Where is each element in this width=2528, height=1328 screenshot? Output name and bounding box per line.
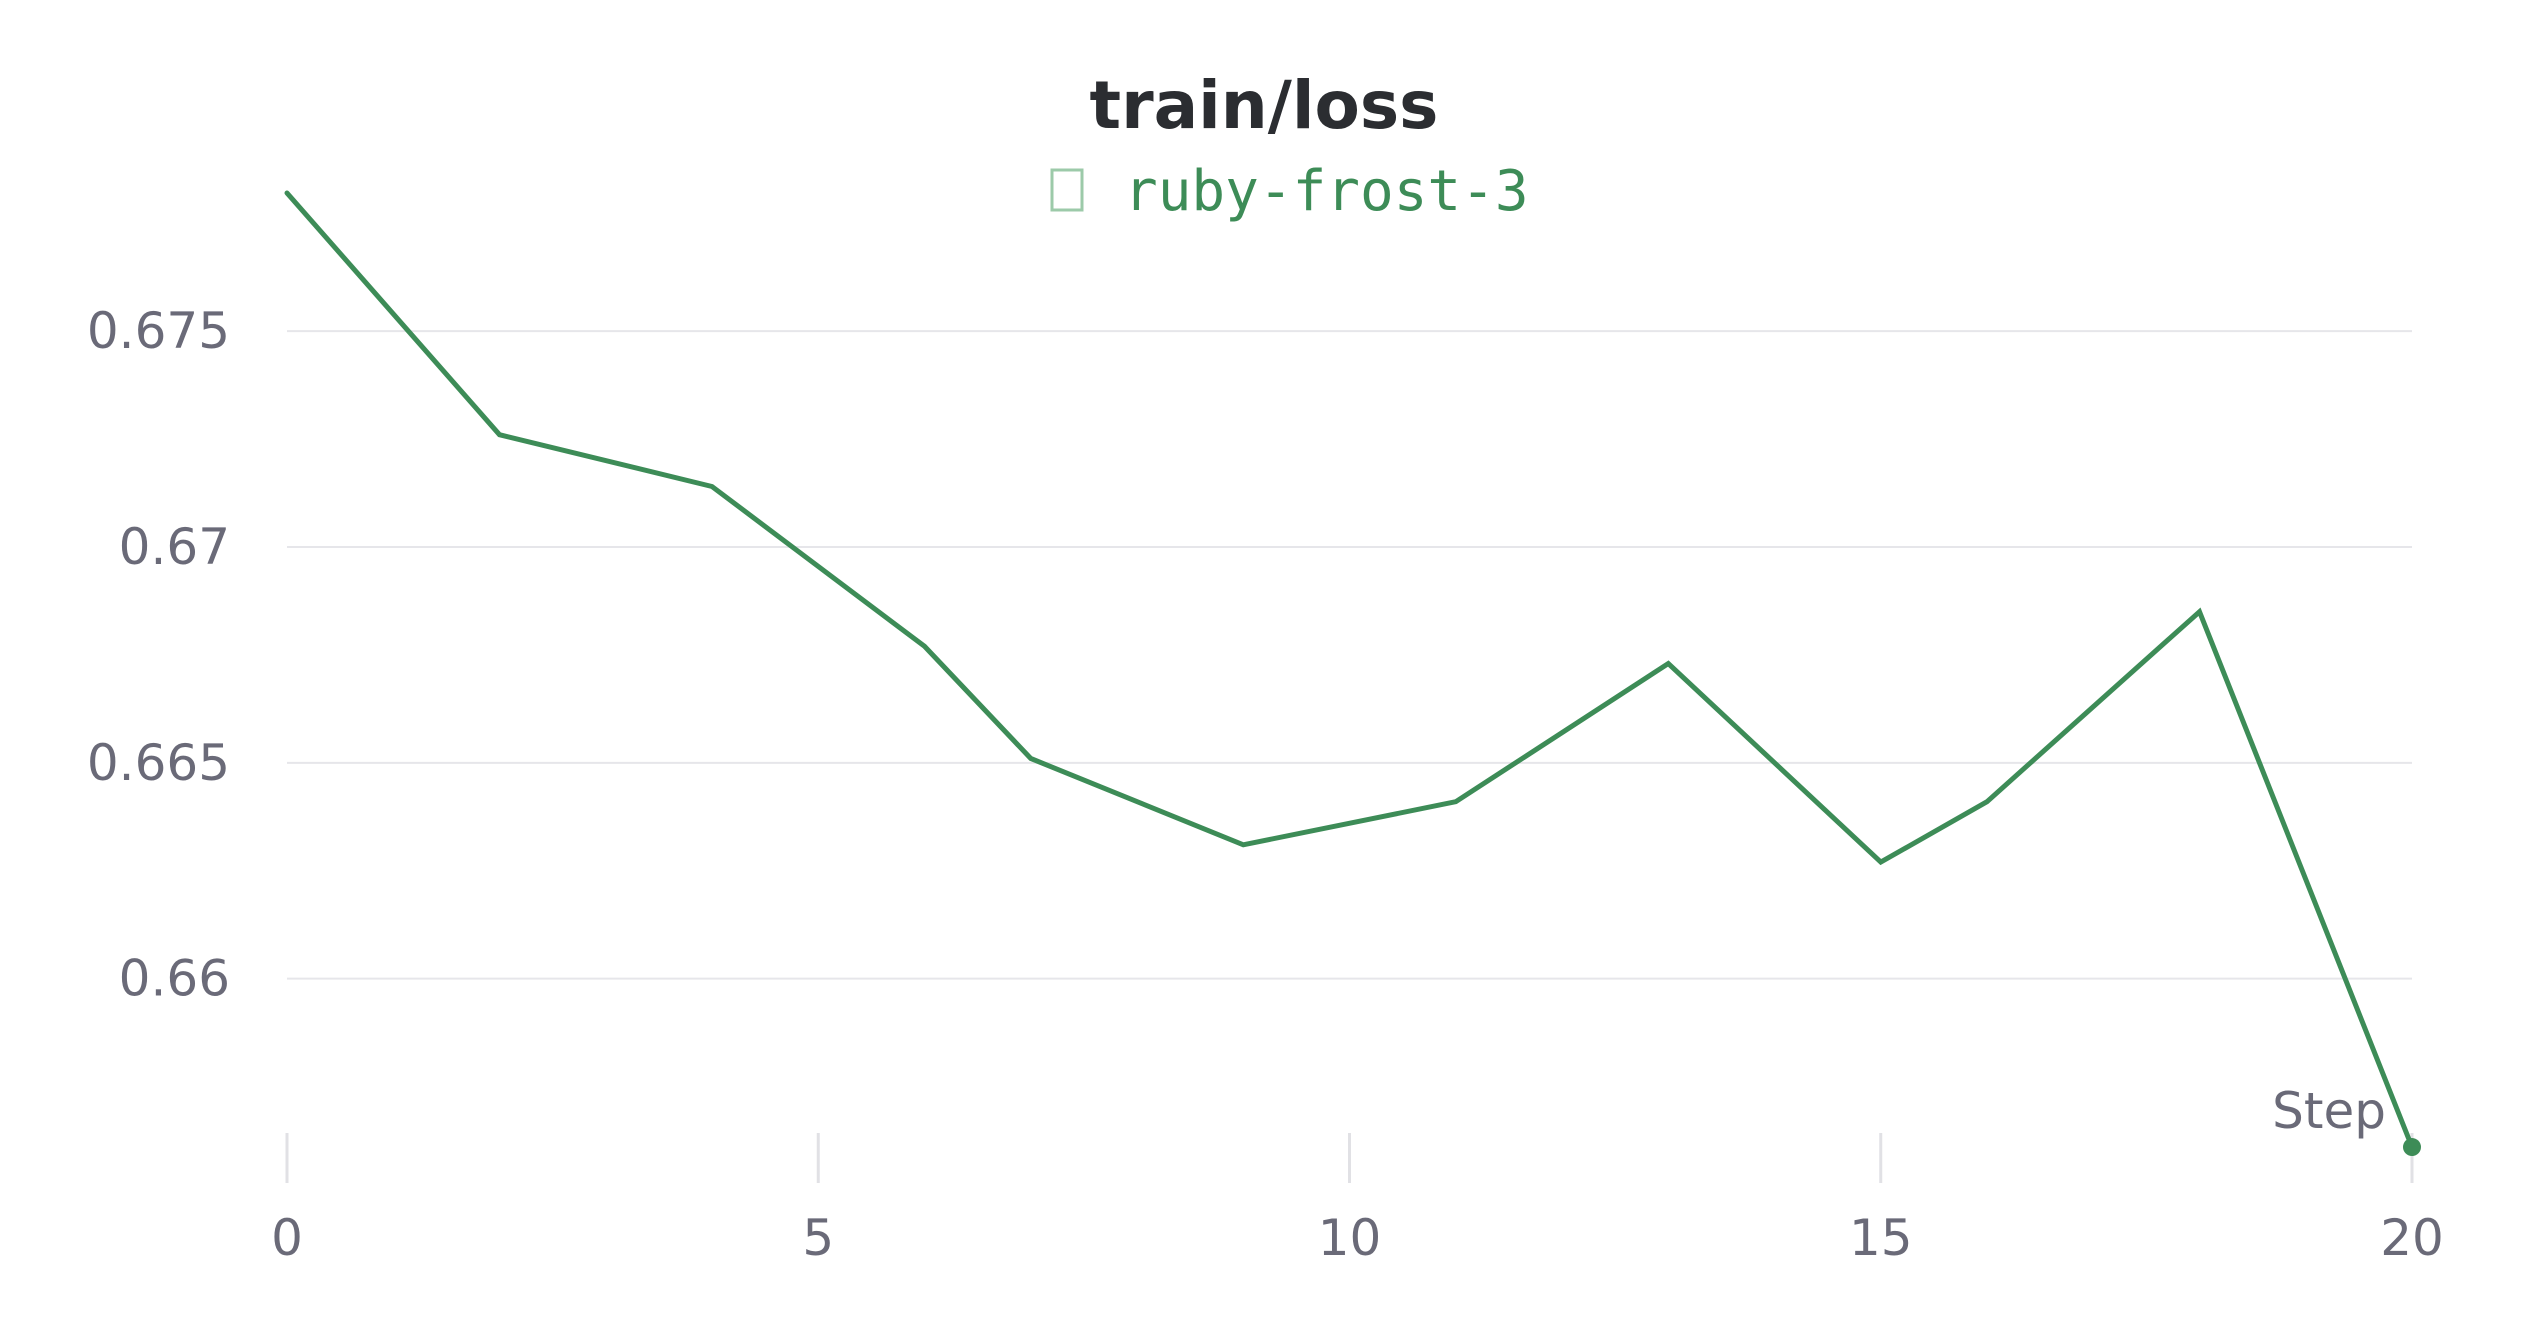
y-tick-label: 0.66 [119,950,230,1008]
y-tick-label: 0.675 [87,302,230,360]
last-point-marker[interactable] [2403,1138,2421,1157]
legend[interactable]: ruby-frost-3 [1050,159,1529,224]
y-axis: 0.66 0.665 0.67 0.675 [87,302,230,1008]
grid-lines [287,330,2412,980]
x-axis-label: Step [2272,1082,2386,1140]
legend-label: ruby-frost-3 [1124,159,1529,224]
x-tick-label: 0 [271,1209,303,1267]
series-layer [284,190,2421,1157]
x-tick-label: 15 [1849,1209,1913,1267]
y-tick-label: 0.665 [87,734,230,792]
x-axis: 0 5 10 15 20 [271,1133,2444,1267]
y-tick-label: 0.67 [119,518,230,576]
chart-title: train/loss [1090,67,1439,144]
x-tick-label: 5 [802,1209,834,1267]
series-line[interactable] [284,190,2415,1150]
legend-swatch-icon [1050,168,1084,212]
x-tick-label: 20 [2380,1209,2444,1267]
x-tick-label: 10 [1318,1209,1382,1267]
